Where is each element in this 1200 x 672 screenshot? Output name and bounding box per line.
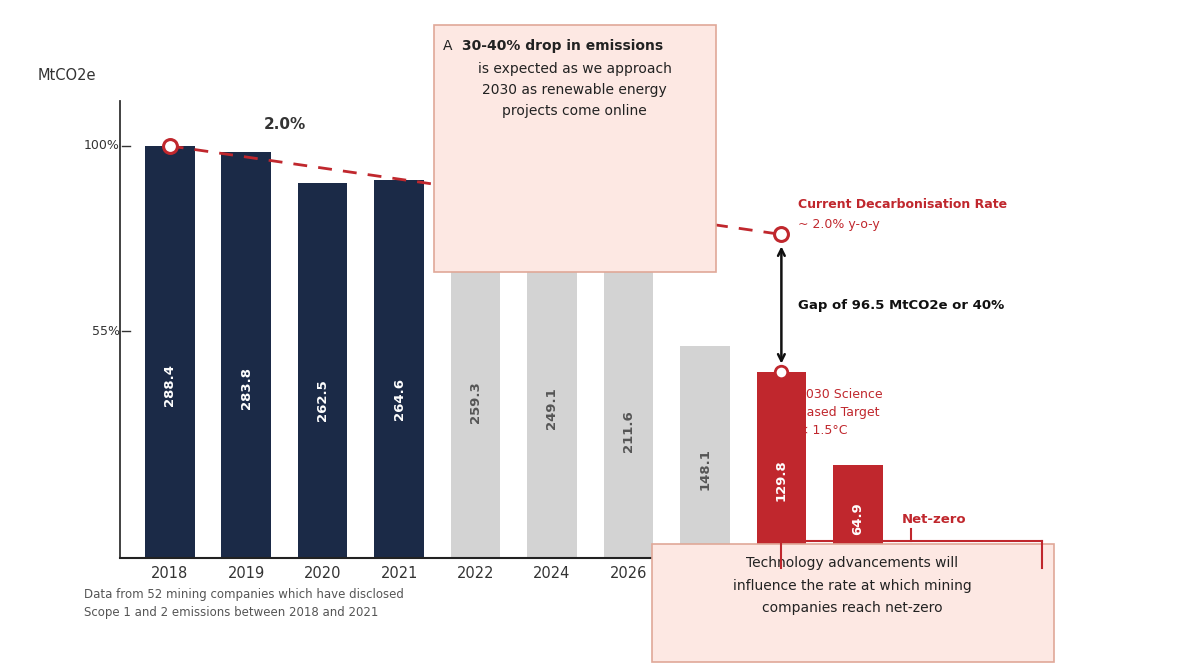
Bar: [680, 346, 730, 558]
Text: projects come online: projects come online: [503, 104, 647, 118]
Bar: [756, 372, 806, 558]
Text: 288.4: 288.4: [163, 364, 176, 406]
Text: Gap of 96.5 MtCO2e or 40%: Gap of 96.5 MtCO2e or 40%: [798, 298, 1004, 312]
Text: is expected as we approach: is expected as we approach: [478, 62, 672, 77]
Text: MtCO2e: MtCO2e: [38, 67, 96, 83]
Text: 148.1: 148.1: [698, 448, 712, 490]
Text: 100%: 100%: [84, 139, 120, 153]
Bar: [451, 187, 500, 558]
Text: Net-zero: Net-zero: [902, 513, 967, 526]
Text: 64.9: 64.9: [851, 503, 864, 535]
Text: 2030 as renewable energy: 2030 as renewable energy: [482, 83, 667, 97]
Bar: [604, 255, 653, 558]
Text: A: A: [443, 39, 457, 53]
Text: 4.5%: 4.5%: [455, 140, 497, 155]
Bar: [221, 153, 271, 558]
Bar: [833, 465, 883, 558]
Text: Current Decarbonisation Rate: Current Decarbonisation Rate: [798, 198, 1007, 211]
Bar: [527, 202, 577, 558]
Bar: [145, 146, 194, 558]
Text: Data from 52 mining companies which have disclosed
Scope 1 and 2 emissions betwe: Data from 52 mining companies which have…: [84, 588, 404, 619]
Text: 283.8: 283.8: [240, 366, 253, 409]
Bar: [298, 183, 348, 558]
Text: ~ 2.0% y-o-y: ~ 2.0% y-o-y: [798, 218, 880, 230]
Bar: [374, 180, 424, 558]
Text: 264.6: 264.6: [392, 378, 406, 420]
Text: 2030 Science
Based Target
< 1.5°C: 2030 Science Based Target < 1.5°C: [798, 388, 883, 437]
Text: 262.5: 262.5: [316, 380, 329, 421]
Text: 129.8: 129.8: [775, 459, 788, 501]
Text: 55%: 55%: [92, 325, 120, 338]
Text: 2.0%: 2.0%: [263, 117, 306, 132]
Text: 249.1: 249.1: [546, 388, 558, 429]
Text: 30-40% drop in emissions: 30-40% drop in emissions: [462, 39, 664, 53]
Text: 259.3: 259.3: [469, 382, 482, 423]
Text: Technology advancements will
influence the rate at which mining
companies reach : Technology advancements will influence t…: [733, 556, 971, 615]
Text: 211.6: 211.6: [622, 410, 635, 452]
Bar: [910, 546, 959, 558]
